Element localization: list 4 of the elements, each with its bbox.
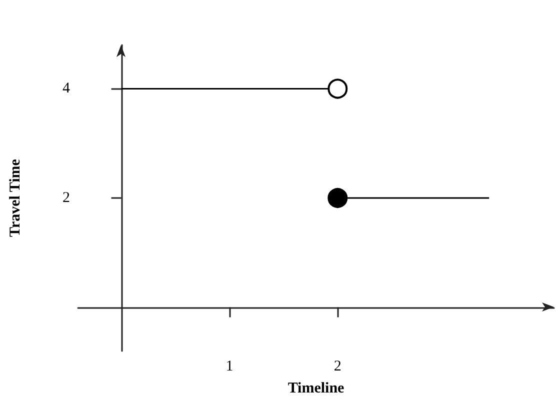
y-tick-label: 4 — [62, 80, 70, 97]
x-tick-label: 1 — [226, 358, 234, 374]
x-axis-title: Timeline — [288, 380, 345, 396]
y-axis-title: Travel Time — [8, 158, 24, 237]
